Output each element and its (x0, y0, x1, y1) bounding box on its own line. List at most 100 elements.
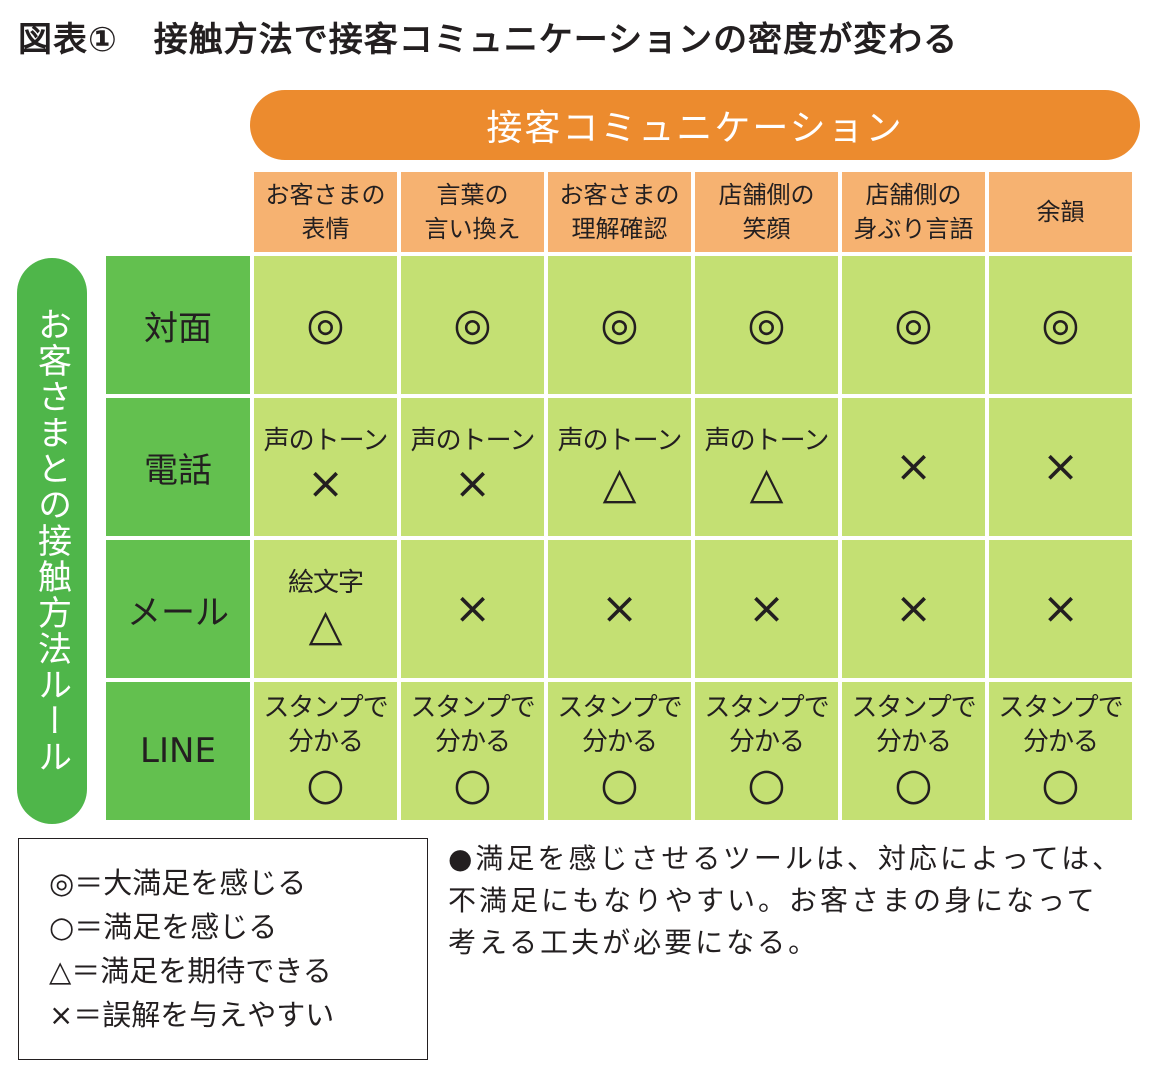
row-header: 電話 (106, 398, 250, 536)
note-line: 不満足にもなりやすい。お客さまの身になって (448, 884, 1098, 917)
cell-note: 声のトーン (704, 426, 830, 456)
table-cell: 声のトーン × (401, 398, 544, 536)
column-header-line: 言い換え (424, 215, 521, 243)
rating-mark: ◎ (1041, 299, 1080, 350)
column-header-line: 店舗側の (865, 181, 962, 209)
explanatory-note: ●満足を感じさせるツールは、対応によっては、 不満足にもなりやすい。お客さまの身… (448, 838, 1148, 964)
rating-mark: ○ (1041, 759, 1080, 810)
table-cell: × (842, 540, 985, 678)
column-header-line: お客さまの (559, 181, 680, 209)
table-cell: 声のトーン △ (548, 398, 691, 536)
table-cell: スタンプで分かる ○ (842, 682, 985, 820)
table-cell: ◎ (548, 256, 691, 394)
contact-method-side-bar: お客さまとの接触方法ルール (17, 258, 87, 824)
rating-mark: × (895, 441, 932, 492)
rating-mark: △ (749, 458, 784, 509)
rating-mark: × (307, 458, 344, 509)
column-header-line: 店舗側の (718, 181, 815, 209)
table-cell: ◎ (254, 256, 397, 394)
note-line: 考える工夫が必要になる。 (448, 926, 820, 959)
rating-mark: ◎ (747, 299, 786, 350)
cell-note: 声のトーン (263, 426, 389, 456)
rating-mark: ◎ (306, 299, 345, 350)
rating-mark: ◎ (894, 299, 933, 350)
table-cell: × (989, 398, 1132, 536)
column-header-line: お客さまの (265, 181, 386, 209)
table-cell: × (401, 540, 544, 678)
figure-title-text: 接触方法で接客コミュニケーションの密度が変わる (153, 20, 959, 60)
rating-mark: ○ (306, 759, 345, 810)
column-header-line: 笑顔 (742, 215, 791, 243)
table-cell: 声のトーン △ (695, 398, 838, 536)
column-header-line: 言葉の (436, 181, 509, 209)
legend-item: ○＝満足を感じる (49, 910, 278, 944)
cell-note: スタンプで (410, 693, 535, 723)
table-cell: スタンプで分かる ○ (254, 682, 397, 820)
table-cell: 声のトーン × (254, 398, 397, 536)
table-cell: × (989, 540, 1132, 678)
rating-mark: × (1042, 441, 1079, 492)
cell-note: 分かる (875, 727, 952, 757)
rating-mark: ○ (600, 759, 639, 810)
table-cell: スタンプで分かる ○ (548, 682, 691, 820)
rating-mark: × (601, 583, 638, 634)
table-cell: 絵文字 △ (254, 540, 397, 678)
rating-mark: × (454, 458, 491, 509)
rating-mark: ◎ (453, 299, 492, 350)
column-header: 余韻 (989, 172, 1132, 252)
column-header: 言葉の 言い換え (401, 172, 544, 252)
legend-box: ◎＝大満足を感じる ○＝満足を感じる △＝満足を期待できる ×＝誤解を与えやすい (18, 838, 428, 1060)
rating-mark: ◎ (600, 299, 639, 350)
table-corner (106, 172, 250, 252)
note-line: ●満足を感じさせるツールは、対応によっては、 (448, 842, 1124, 875)
cell-note: 声のトーン (557, 426, 683, 456)
table-cell: × (842, 398, 985, 536)
cell-note: スタンプで (998, 693, 1123, 723)
column-header: 店舗側の 笑顔 (695, 172, 838, 252)
table-cell: ◎ (842, 256, 985, 394)
cell-note: スタンプで (557, 693, 682, 723)
column-header-line: 表情 (301, 215, 350, 243)
comparison-table: お客さまの 表情 言葉の 言い換え お客さまの 理解確認 店舗側の 笑顔 店舗側… (106, 172, 1132, 820)
table-cell: スタンプで分かる ○ (695, 682, 838, 820)
rating-mark: × (748, 583, 785, 634)
rating-mark: ○ (894, 759, 933, 810)
cell-note: 分かる (434, 727, 511, 757)
rating-mark: × (454, 583, 491, 634)
contact-method-side-label: お客さまとの接触方法ルール (31, 307, 72, 775)
rating-mark: × (895, 583, 932, 634)
column-header-line: 理解確認 (571, 215, 668, 243)
column-header: お客さまの 理解確認 (548, 172, 691, 252)
table-cell: × (548, 540, 691, 678)
cell-note: スタンプで (851, 693, 976, 723)
table-cell: × (695, 540, 838, 678)
table-cell: スタンプで分かる ○ (989, 682, 1132, 820)
row-header: 対面 (106, 256, 250, 394)
column-header: 店舗側の 身ぶり言語 (842, 172, 985, 252)
cell-note: 分かる (287, 727, 364, 757)
cell-note: 分かる (1022, 727, 1099, 757)
rating-mark: △ (308, 600, 343, 651)
rating-mark: × (1042, 583, 1079, 634)
column-header: お客さまの 表情 (254, 172, 397, 252)
cell-note: スタンプで (704, 693, 829, 723)
cell-note: 分かる (728, 727, 805, 757)
table-cell: ◎ (695, 256, 838, 394)
legend-item: △＝満足を期待できる (49, 954, 332, 988)
cell-note: スタンプで (263, 693, 388, 723)
table-cell: スタンプで分かる ○ (401, 682, 544, 820)
row-header: LINE (106, 682, 250, 820)
legend-item: ◎＝大満足を感じる (49, 866, 307, 900)
column-header-line: 身ぶり言語 (853, 215, 974, 243)
rating-mark: ○ (747, 759, 786, 810)
cell-note: 声のトーン (410, 426, 536, 456)
table-cell: ◎ (989, 256, 1132, 394)
cell-note: 分かる (581, 727, 658, 757)
figure-number: 図表① (18, 20, 118, 60)
figure-title: 図表① 接触方法で接客コミュニケーションの密度が変わる (18, 12, 958, 61)
communication-header-label: 接客コミュニケーション (486, 108, 904, 149)
rating-mark: ○ (453, 759, 492, 810)
communication-header-bar: 接客コミュニケーション (250, 90, 1140, 160)
rating-mark: △ (602, 458, 637, 509)
table-cell: ◎ (401, 256, 544, 394)
